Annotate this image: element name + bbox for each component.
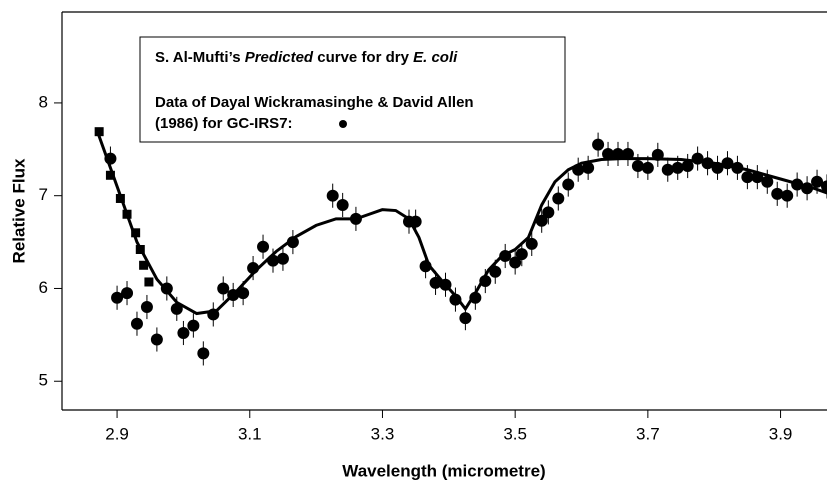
data-point [326,189,339,202]
data-point [276,252,289,265]
data-point [602,147,615,160]
data-point [592,138,605,151]
data-point [821,180,827,193]
data-point [459,312,472,325]
data-point [671,161,684,174]
data-point [286,236,299,249]
legend-marker [339,120,347,128]
data-point [197,347,210,360]
data-point [621,147,634,160]
data-point [257,240,270,253]
annotation-box [139,36,566,143]
data-point [661,163,674,176]
data-point [217,282,230,295]
y-tick-label: 7 [39,185,48,204]
y-tick-label: 6 [39,278,48,297]
data-point [187,319,200,332]
x-axis-title: Wavelength (micrometre) [342,461,545,480]
square-point [144,277,154,287]
data-point [429,276,442,289]
data-point [130,317,143,330]
data-point [140,301,153,314]
y-tick-label: 8 [39,92,48,111]
data-point [641,161,654,174]
data-point [811,175,824,188]
data-point [542,206,555,219]
data-point [562,178,575,191]
data-point [535,214,548,227]
data-point [170,302,183,315]
data-point [741,171,754,184]
data-point [489,265,502,278]
model-curve [95,130,827,316]
x-tick-label: 3.5 [503,424,527,443]
data-point [237,287,250,300]
data-point [121,287,134,300]
square-point [105,170,115,180]
x-tick-label: 3.3 [371,424,395,443]
square-point [131,228,141,238]
y-axis-title: Relative Flux [9,158,28,263]
x-tick-label: 3.9 [769,424,793,443]
data-point [771,187,784,200]
data-point [150,333,163,346]
data-point [525,237,538,250]
square-point [139,260,149,270]
annotation: S. Al-Mufti’s Predicted curve for dry E.… [155,49,458,66]
x-tick-label: 3.7 [636,424,660,443]
data-point [612,147,625,160]
data-point [177,326,190,339]
plot-area [94,127,827,366]
data-point [582,161,595,174]
data-point [449,293,462,306]
annotation: Data of Dayal Wickramasinghe & David All… [155,94,474,111]
data-point [111,291,124,304]
x-tick-label: 3.1 [238,424,262,443]
data-point [631,160,644,173]
data-point [469,291,482,304]
data-point [509,256,522,269]
data-point [515,248,528,261]
y-tick-label: 5 [39,371,48,390]
data-point [681,160,694,173]
data-point [781,189,794,202]
annotation: (1986) for GC-IRS7: [155,115,293,132]
data-point [552,192,565,205]
square-point [94,127,104,137]
data-point [336,198,349,211]
x-tick-label: 2.9 [105,424,129,443]
data-point [761,175,774,188]
